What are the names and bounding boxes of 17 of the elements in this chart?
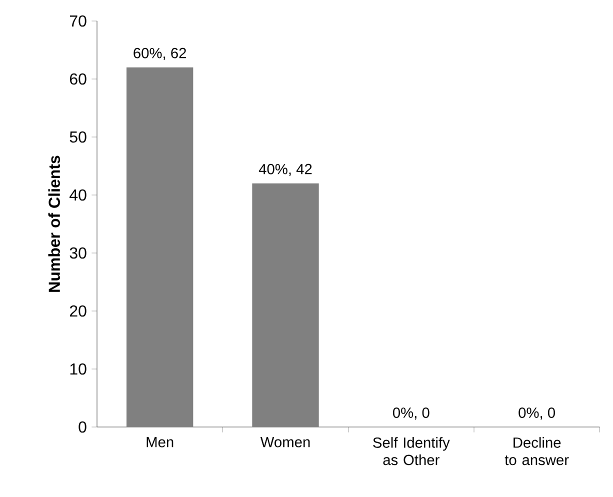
data-label: 40%, 42 [258, 164, 312, 176]
x-tick-label: Self Identify as Other [373, 437, 450, 466]
y-tick-label: 50 [70, 131, 86, 143]
data-label: 0%, 0 [518, 408, 555, 420]
y-tick-label: 70 [70, 15, 86, 27]
data-label: 60%, 62 [134, 48, 186, 60]
y-tick-label: 40 [70, 189, 86, 201]
y-axis-title: Number of Clients [48, 156, 60, 292]
x-tick-label: Men [146, 437, 174, 448]
y-tick-label: 30 [70, 247, 86, 259]
data-label: 0%, 0 [392, 408, 430, 420]
x-tick-label: Women [260, 437, 310, 448]
y-tick-label: 10 [70, 363, 86, 375]
y-tick-label: 0 [78, 421, 86, 433]
y-tick-label: 20 [70, 305, 86, 317]
x-tick-label: Decline to answer [504, 437, 569, 466]
y-tick-label: 60 [70, 73, 86, 85]
